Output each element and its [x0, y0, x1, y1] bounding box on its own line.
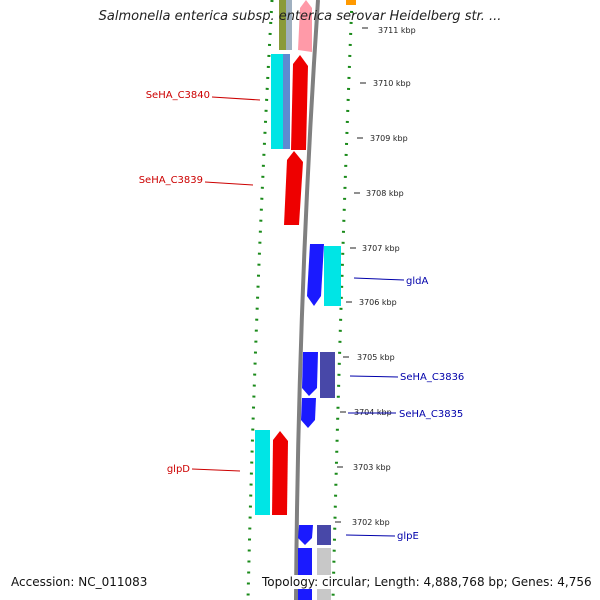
gene-feature-slate-2[interactable]	[317, 525, 331, 545]
gene-label-gldA[interactable]: gldA	[406, 276, 428, 287]
tick-label: 3703 kbp	[353, 463, 391, 472]
gene-feature-seha-c3839[interactable]	[284, 151, 303, 225]
gene-feature-gldA[interactable]	[307, 244, 324, 306]
tick-label: 3711 kbp	[378, 26, 416, 35]
gene-label-seha-c3836[interactable]: SeHA_C3836	[400, 372, 464, 383]
gene-feature-cyan-1[interactable]	[271, 54, 283, 149]
tick-label: 3702 kbp	[352, 518, 390, 527]
tick-label: 3706 kbp	[359, 298, 397, 307]
gene-labels: SeHA_C3840 SeHA_C3839 glpD gldA SeHA_C38…	[139, 90, 465, 542]
genome-title: Salmonella enterica subsp. enterica sero…	[98, 9, 502, 24]
gene-label-seha-c3835[interactable]: SeHA_C3835	[399, 409, 463, 420]
tick-label: 3705 kbp	[357, 353, 395, 362]
topology-summary: Topology: circular; Length: 4,888,768 bp…	[260, 575, 594, 589]
gene-label-seha-c3840[interactable]: SeHA_C3840	[146, 90, 210, 101]
tick-label: 3710 kbp	[373, 79, 411, 88]
gene-feature-cyan-2[interactable]	[324, 246, 341, 306]
gene-feature-seha-c3835[interactable]	[301, 398, 316, 428]
gene-feature-gray-top[interactable]	[286, 0, 292, 50]
accession-text: Accession: NC_011083	[9, 575, 150, 589]
gene-feature-cyan-3[interactable]	[255, 430, 270, 515]
gene-feature-glpE[interactable]	[298, 525, 313, 545]
gene-feature-seha-c3836[interactable]	[302, 352, 318, 396]
label-leader-lines	[191, 96, 405, 537]
gene-feature-olive[interactable]	[279, 0, 286, 50]
gene-feature-glpD[interactable]	[272, 431, 288, 515]
backbone-arc	[294, 0, 320, 600]
gene-feature-steel[interactable]	[283, 54, 290, 149]
tick-label: 3708 kbp	[366, 189, 404, 198]
gene-label-glpD[interactable]: glpD	[167, 464, 190, 475]
gene-feature-blue-bottom[interactable]	[298, 548, 312, 600]
gene-feature-pink[interactable]	[298, 0, 312, 52]
gene-label-glpE[interactable]: glpE	[397, 531, 419, 542]
tick-label: 3709 kbp	[370, 134, 408, 143]
gene-label-seha-c3839[interactable]: SeHA_C3839	[139, 175, 203, 186]
gene-feature-slate[interactable]	[320, 352, 335, 398]
tick-marks	[335, 27, 368, 523]
tick-label: 3707 kbp	[362, 244, 400, 253]
gene-feature-gray-bottom[interactable]	[317, 548, 331, 600]
gene-feature-seha-c3840[interactable]	[291, 55, 308, 150]
gene-feature-orange[interactable]	[346, 0, 356, 5]
